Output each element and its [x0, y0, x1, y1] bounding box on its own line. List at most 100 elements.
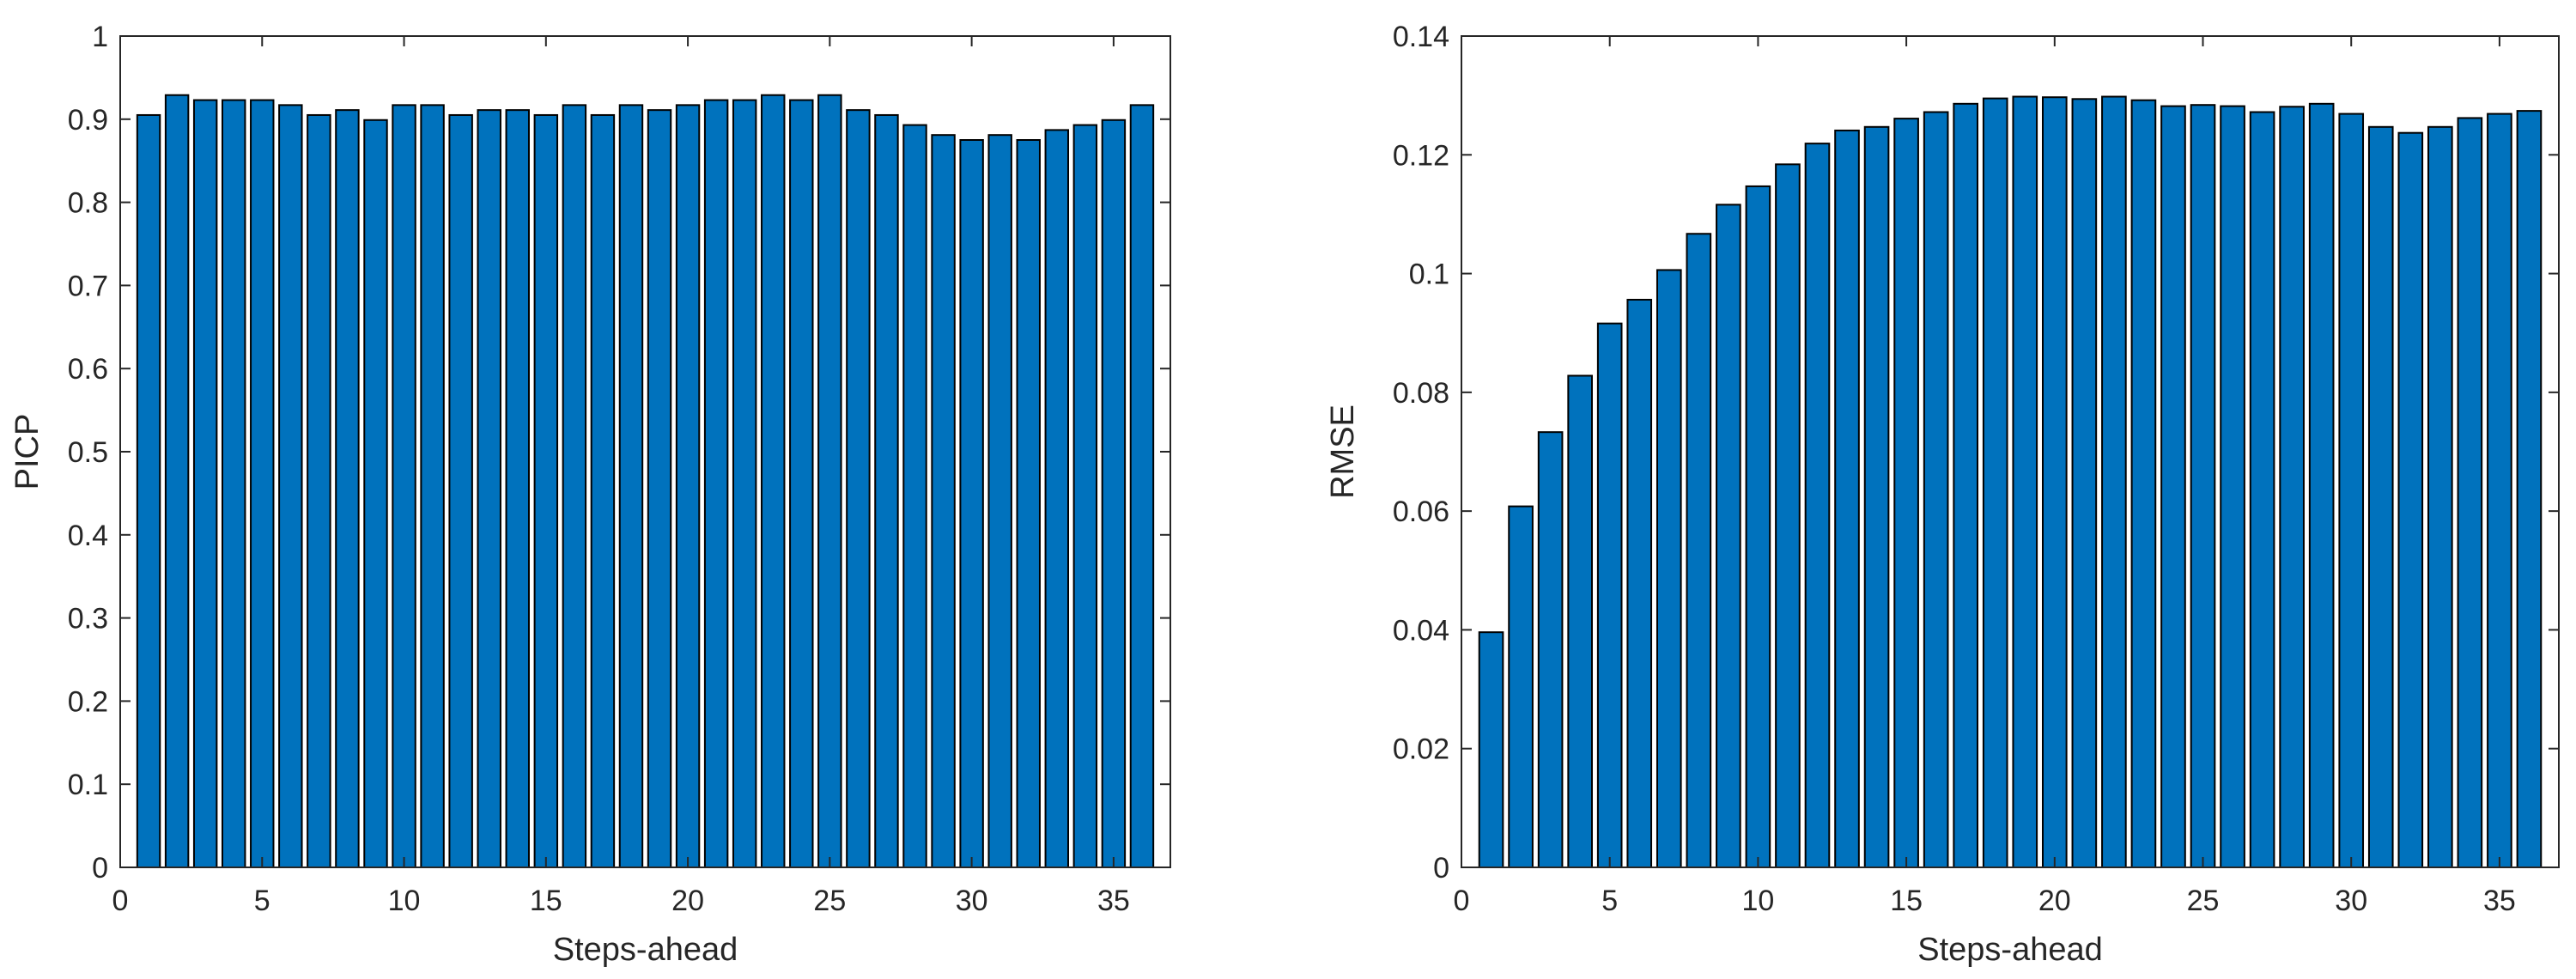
picp-bar-9 [363, 119, 388, 868]
rmse-bar-26 [2220, 105, 2245, 869]
picp-bar-29 [931, 134, 956, 868]
picp-bar-16 [562, 104, 587, 869]
rmse-xtick-label: 35 [2483, 885, 2516, 917]
picp-xtick-label: 25 [813, 885, 846, 917]
picp-bar-32 [1016, 139, 1041, 868]
picp-bar-13 [477, 109, 501, 869]
picp-bar-3 [192, 99, 218, 868]
picp-bar-26 [846, 109, 871, 869]
picp-bar-28 [902, 124, 927, 869]
rmse-xtick-label: 30 [2335, 885, 2367, 917]
rmse-bar-3 [1537, 431, 1564, 868]
picp-bar-35 [1101, 119, 1127, 868]
rmse-ytick-label: 0 [1433, 852, 1449, 885]
picp-xtick-label: 5 [254, 885, 270, 917]
rmse-ytick-label: 0.14 [1393, 21, 1449, 53]
picp-bar-18 [618, 104, 644, 869]
picp-bar-14 [505, 109, 530, 869]
picp-bar-1 [136, 113, 161, 868]
rmse-axes-box [1461, 35, 2560, 868]
picp-xtick-label: 10 [388, 885, 421, 917]
picp-bar-7 [307, 113, 331, 868]
picp-bar-4 [221, 99, 246, 868]
picp-xtick-label: 0 [112, 885, 129, 917]
rmse-xtick-label: 10 [1741, 885, 1774, 917]
rmse-bar-28 [2279, 106, 2305, 868]
rmse-bar-30 [2338, 112, 2365, 868]
rmse-bar-11 [1775, 163, 1801, 868]
rmse-xtick-label: 0 [1454, 885, 1470, 917]
rmse-bar-31 [2367, 125, 2394, 868]
picp-ytick-label: 0.3 [68, 603, 108, 635]
rmse-bar-32 [2397, 131, 2424, 868]
picp-ytick-label: 0.1 [68, 769, 108, 801]
picp-bar-31 [987, 134, 1012, 868]
rmse-bar-21 [2071, 98, 2098, 868]
picp-ytick-label: 1 [92, 21, 108, 53]
rmse-bar-19 [2012, 95, 2038, 869]
picp-bar-25 [817, 94, 842, 868]
rmse-bar-4 [1567, 374, 1593, 868]
picp-bar-24 [789, 99, 814, 868]
picp-bar-11 [420, 104, 445, 869]
rmse-bar-14 [1863, 125, 1890, 868]
picp-bar-27 [874, 113, 899, 868]
rmse-chart: 0 0.02 0.04 0.06 0.08 0.1 0.12 0.14 0 5 10 15 20 25 30… [1325, 21, 2560, 968]
picp-xlabel: Steps-ahead [553, 932, 738, 968]
picp-bar-36 [1129, 104, 1155, 869]
picp-bar-22 [732, 99, 757, 868]
picp-ytick-label: 0.6 [68, 353, 108, 386]
picp-bar-5 [250, 99, 275, 868]
picp-bar-21 [703, 99, 729, 868]
picp-ytick-label: 0.8 [68, 187, 108, 220]
picp-bar-20 [675, 104, 701, 869]
picp-chart: 00.10.20.30.40.50.60.70.80.910 5 10 15 20 25 3… [9, 21, 1171, 968]
rmse-bar-24 [2160, 105, 2186, 869]
picp-bar-17 [590, 113, 616, 868]
rmse-bar-13 [1834, 129, 1860, 869]
picp-xtick-label: 15 [530, 885, 562, 917]
picp-bar-34 [1072, 124, 1098, 869]
picp-bar-15 [533, 113, 559, 868]
rmse-bar-33 [2427, 125, 2453, 868]
picp-ytick-label: 0.2 [68, 685, 108, 718]
picp-bar-2 [164, 94, 190, 868]
rmse-ytick-label: 0.04 [1393, 614, 1449, 647]
picp-xtick-label: 30 [956, 885, 988, 917]
picp-bar-12 [448, 113, 473, 868]
picp-bar-6 [278, 104, 303, 869]
rmse-bar-34 [2457, 117, 2483, 869]
picp-bar-23 [761, 94, 786, 868]
rmse-bar-8 [1686, 233, 1712, 868]
rmse-ytick-label: 0.06 [1393, 496, 1449, 528]
picp-ytick-label: 0.5 [68, 436, 108, 469]
rmse-bar-23 [2130, 99, 2157, 869]
rmse-bar-27 [2249, 111, 2275, 868]
rmse-xtick-label: 15 [1890, 885, 1923, 917]
rmse-ytick-label: 0.02 [1393, 733, 1449, 766]
rmse-bar-36 [2516, 110, 2543, 868]
picp-ytick-label: 0.4 [68, 520, 108, 552]
picp-ytick-label: 0.9 [68, 104, 108, 137]
picp-xtick-label: 35 [1097, 885, 1130, 917]
picp-bar-19 [647, 109, 672, 869]
rmse-xtick-label: 20 [2038, 885, 2071, 917]
rmse-xtick-label: 25 [2187, 885, 2220, 917]
picp-ytick-label: 0 [92, 852, 108, 885]
rmse-ytick-label: 0.1 [1409, 258, 1449, 291]
rmse-bar-6 [1626, 298, 1653, 869]
rmse-bar-17 [1953, 102, 1979, 868]
rmse-bar-1 [1478, 631, 1504, 868]
rmse-bar-9 [1716, 204, 1741, 868]
rmse-bar-22 [2101, 95, 2127, 869]
picp-bar-8 [335, 109, 360, 869]
picp-bar-33 [1044, 129, 1070, 869]
picp-ylabel: PICP [9, 414, 46, 490]
rmse-bar-5 [1596, 322, 1623, 868]
rmse-bar-7 [1656, 269, 1682, 868]
rmse-bar-29 [2308, 102, 2335, 868]
picp-ytick-label: 0.7 [68, 270, 108, 302]
picp-bar-10 [392, 104, 416, 869]
rmse-bar-20 [2041, 96, 2068, 868]
